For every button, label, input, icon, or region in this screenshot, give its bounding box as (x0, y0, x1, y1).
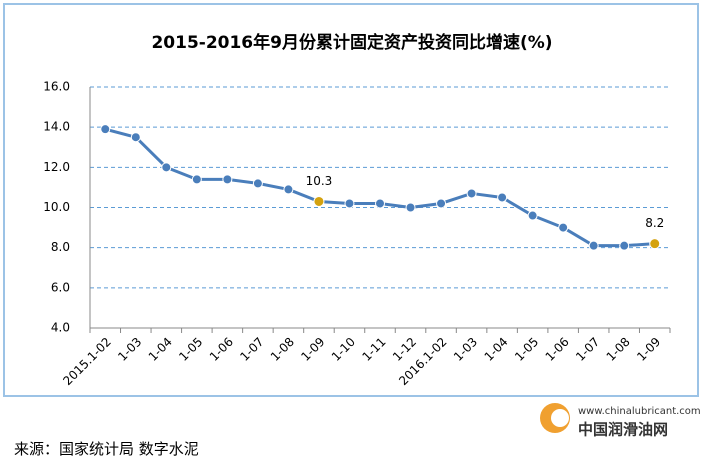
data-point (497, 192, 508, 203)
y-tick-label: 8.0 (51, 240, 70, 254)
data-point (283, 184, 294, 195)
data-point (527, 210, 538, 221)
y-tick-label: 12.0 (43, 160, 70, 174)
data-label: 10.3 (306, 174, 333, 188)
logo-url: www.chinalubricant.com (578, 406, 701, 417)
data-point (558, 222, 569, 233)
data-point (191, 174, 202, 185)
data-point (252, 178, 263, 189)
logo-icon-inner (551, 409, 569, 427)
data-point (100, 124, 111, 135)
source: 来源：国家统计局 数字水泥 (14, 440, 199, 458)
data-point (619, 240, 630, 251)
y-tick-label: 6.0 (51, 280, 70, 294)
data-point (222, 174, 233, 185)
data-point (313, 195, 325, 207)
y-tick-label: 14.0 (43, 120, 70, 134)
data-point (130, 132, 141, 143)
y-tick-label: 10.0 (43, 200, 70, 214)
data-label: 8.2 (645, 216, 664, 230)
data-point (649, 238, 661, 250)
y-tick-label: 4.0 (51, 321, 70, 335)
data-point (588, 240, 599, 251)
data-point (344, 198, 355, 209)
data-point (375, 198, 385, 209)
data-point (436, 198, 447, 209)
data-point (405, 202, 416, 213)
logo-name: 中国润滑油网 (578, 421, 668, 439)
data-point (466, 188, 477, 199)
data-point (161, 162, 172, 173)
chart-title: 2015-2016年9月份累计固定资产投资同比增速(%) (151, 32, 552, 53)
y-tick-label: 16.0 (43, 80, 70, 94)
